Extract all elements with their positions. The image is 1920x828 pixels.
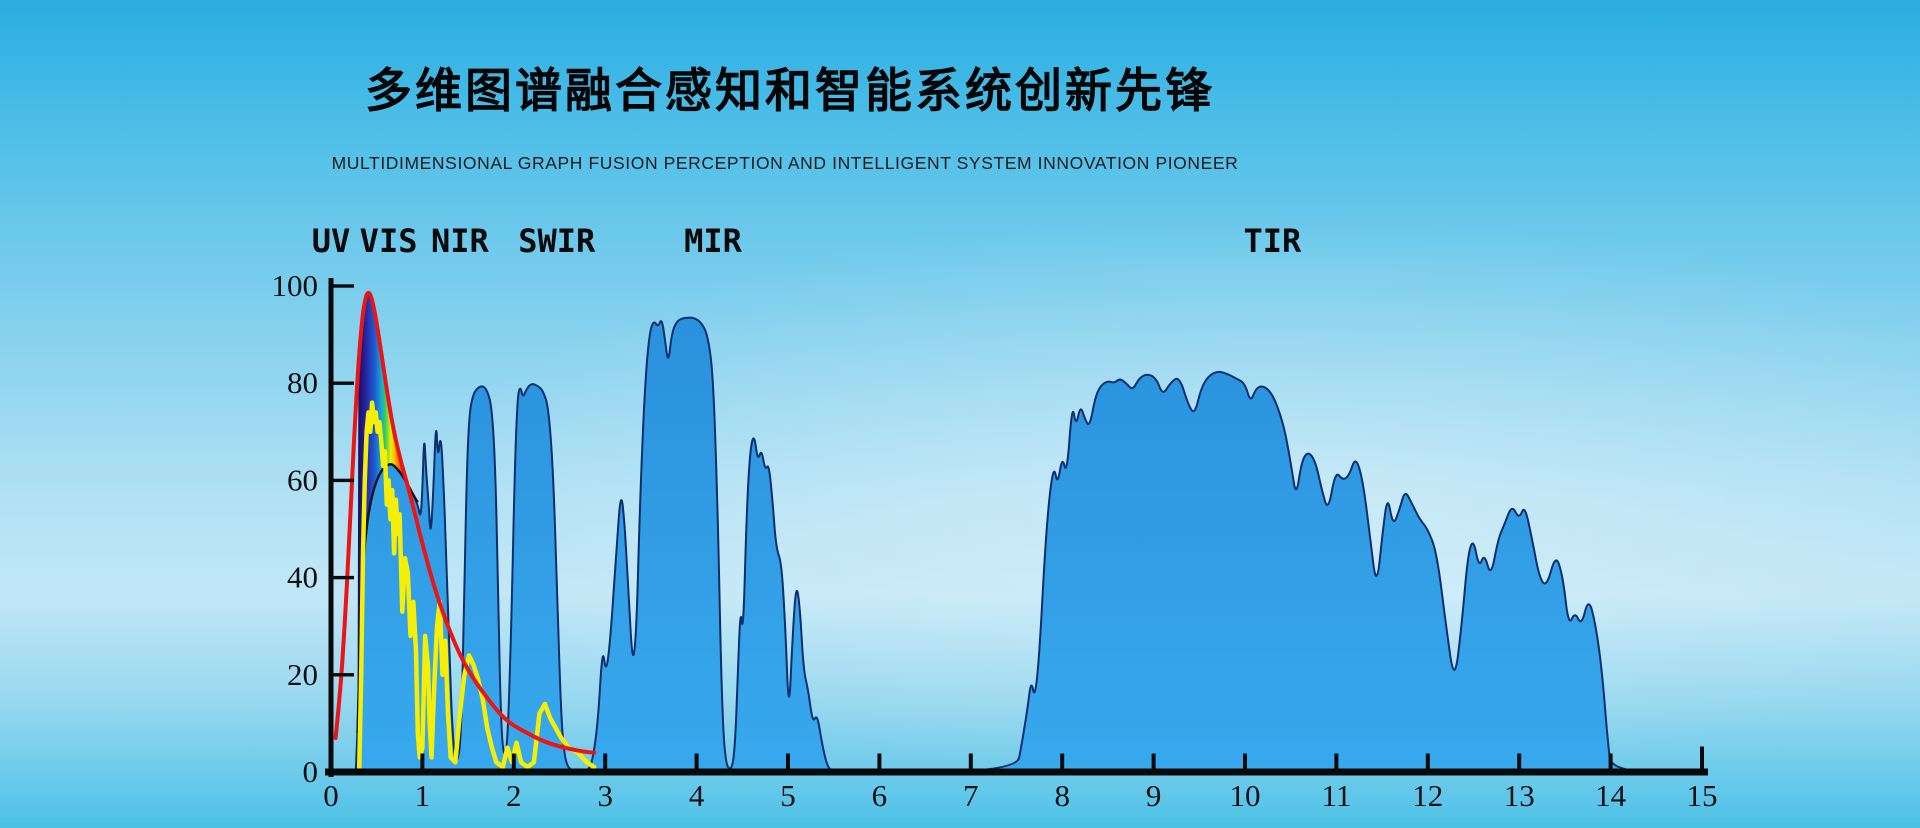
x-axis-tick-label: 7 bbox=[963, 778, 979, 813]
band-label-swir: SWIR bbox=[518, 222, 596, 260]
y-axis-line bbox=[328, 278, 334, 777]
x-axis-tick bbox=[1517, 753, 1522, 769]
x-axis-tick bbox=[603, 753, 608, 769]
y-axis-tick-label: 100 bbox=[272, 268, 319, 303]
x-axis-tick bbox=[1060, 753, 1065, 769]
x-axis-tick-label: 8 bbox=[1054, 778, 1070, 813]
transmission-area bbox=[354, 316, 1703, 773]
x-axis-tick bbox=[1243, 753, 1247, 769]
x-axis-tick bbox=[511, 753, 516, 769]
x-axis-tick-label: 6 bbox=[872, 778, 888, 813]
y-axis-tick-label: 40 bbox=[287, 560, 318, 595]
band-label-mir: MIR bbox=[684, 222, 743, 260]
y-axis-tick bbox=[333, 284, 354, 288]
page-title: 多维图谱融合感知和智能系统创新先锋 bbox=[365, 64, 1215, 117]
y-axis-tick-label: 20 bbox=[287, 657, 318, 692]
x-axis-tick bbox=[694, 753, 699, 769]
x-axis-tick bbox=[420, 753, 425, 769]
band-label-nir: NIR bbox=[431, 222, 490, 260]
y-axis-tick-label: 60 bbox=[287, 462, 318, 497]
x-axis-tick-label: 1 bbox=[415, 778, 431, 813]
x-axis-tick-label: 15 bbox=[1687, 778, 1718, 813]
x-axis-tick-label: 12 bbox=[1412, 778, 1443, 813]
x-axis-tick-label: 4 bbox=[689, 778, 705, 813]
x-axis-tick-label: 14 bbox=[1595, 778, 1627, 813]
x-axis-tick-label: 0 bbox=[323, 778, 339, 813]
x-axis-tick-label: 11 bbox=[1321, 778, 1351, 813]
x-axis-line bbox=[325, 768, 1708, 776]
y-axis-tick bbox=[333, 673, 354, 677]
page-subtitle: MULTIDIMENSIONAL GRAPH FUSION PERCEPTION… bbox=[331, 153, 1239, 173]
band-label-tir: TIR bbox=[1244, 222, 1303, 260]
x-axis-tick bbox=[877, 753, 882, 769]
x-axis-tick bbox=[1425, 753, 1430, 769]
x-axis-tick-label: 10 bbox=[1230, 778, 1261, 813]
x-axis-tick-label: 3 bbox=[597, 778, 613, 813]
x-axis-tick-label: 13 bbox=[1504, 778, 1535, 813]
x-axis-tick bbox=[1608, 753, 1613, 769]
y-axis-tick bbox=[333, 381, 354, 385]
y-axis-tick bbox=[333, 478, 354, 483]
y-axis-tick-label: 0 bbox=[303, 754, 319, 789]
band-label-vis: VIS bbox=[360, 222, 418, 260]
solar-toa-line bbox=[333, 290, 597, 755]
x-axis-tick-label: 5 bbox=[780, 778, 796, 813]
solar-ground-line bbox=[357, 400, 597, 770]
x-axis-tick-label: 9 bbox=[1146, 778, 1162, 813]
y-axis-tick bbox=[333, 575, 354, 580]
x-axis-tick bbox=[1700, 746, 1704, 769]
x-axis-tick bbox=[786, 753, 790, 769]
x-axis-tick bbox=[1334, 753, 1339, 769]
y-axis-tick-label: 80 bbox=[287, 365, 318, 400]
x-axis-tick bbox=[1151, 753, 1156, 769]
x-axis-tick-label: 2 bbox=[506, 778, 522, 813]
x-axis-tick bbox=[968, 753, 973, 769]
band-label-uv: UV bbox=[312, 222, 351, 260]
